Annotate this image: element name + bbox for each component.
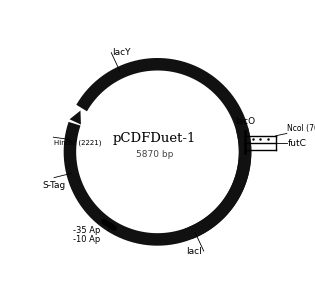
Text: -35 Ap: -35 Ap — [73, 226, 100, 235]
Text: -10 Ap: -10 Ap — [73, 234, 100, 244]
Text: S-Tag: S-Tag — [43, 181, 66, 190]
Text: NcoI (70): NcoI (70) — [288, 124, 315, 133]
Text: lacY: lacY — [112, 48, 131, 57]
Text: pCDFDuet-1: pCDFDuet-1 — [113, 132, 196, 145]
Text: lacI: lacI — [186, 246, 202, 256]
Text: 5870 bp: 5870 bp — [136, 150, 173, 159]
Text: lacO: lacO — [235, 117, 255, 126]
Text: futC: futC — [288, 139, 306, 147]
Text: HindIII (2221): HindIII (2221) — [54, 140, 102, 146]
